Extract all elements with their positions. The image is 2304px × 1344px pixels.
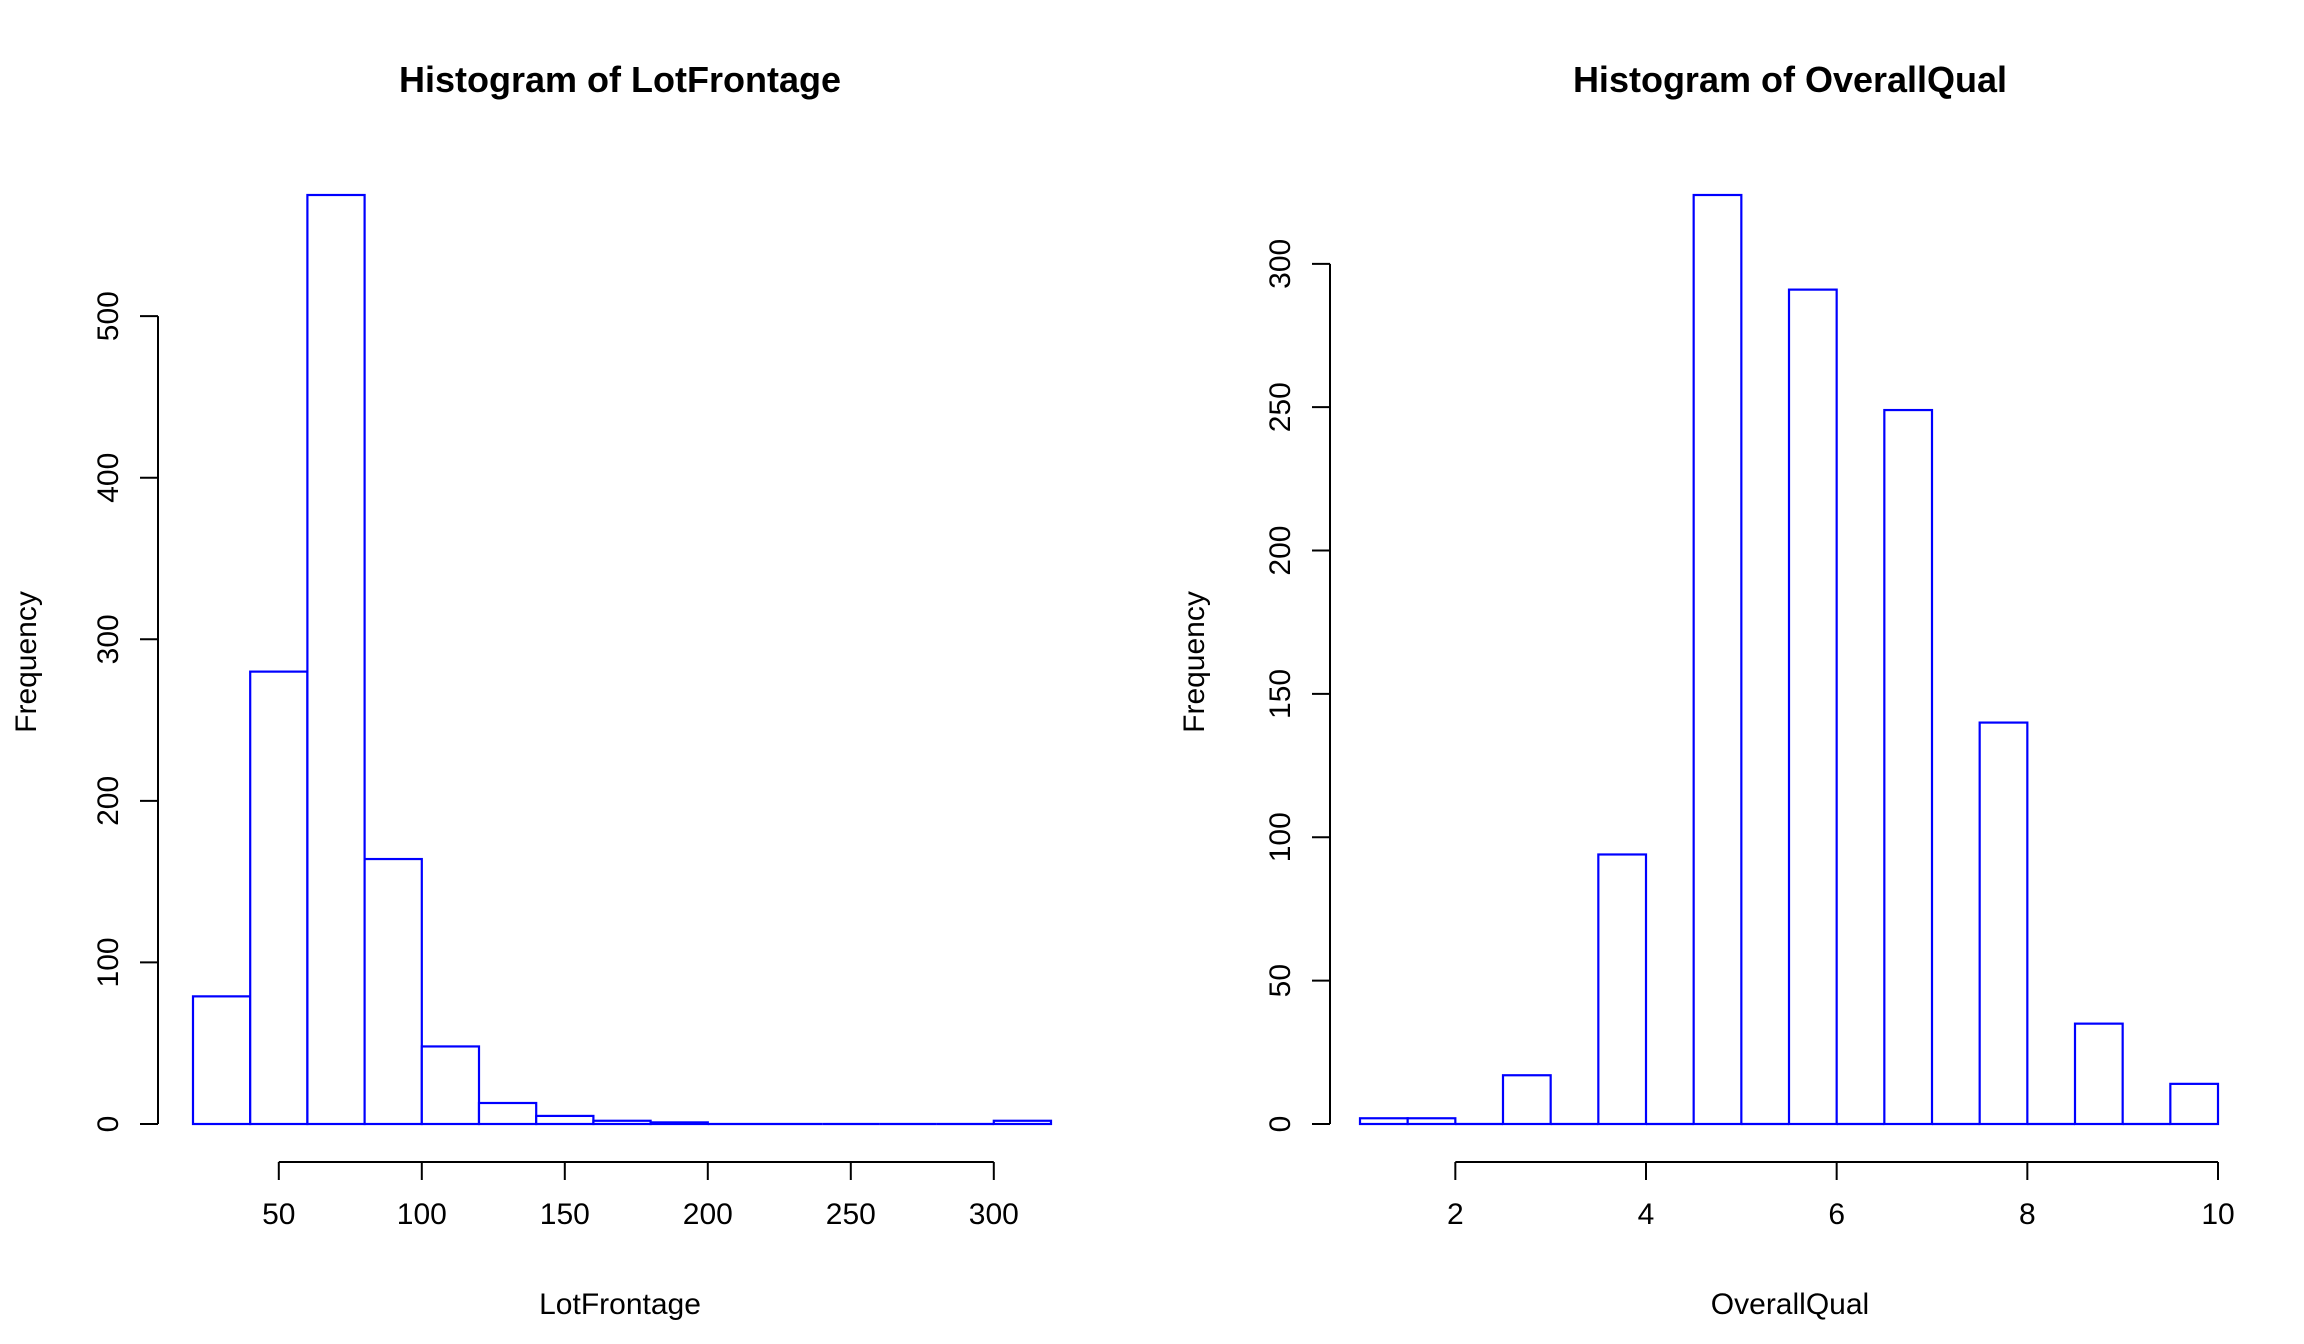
x-tick-label: 300: [969, 1198, 1019, 1231]
histogram-bar: [1501, 1074, 1552, 1126]
bars: [191, 193, 1053, 1126]
x-tick-label: 250: [826, 1198, 876, 1231]
histogram-bar: [477, 1101, 538, 1126]
x-tick-label: 100: [397, 1198, 447, 1231]
histogram-bar: [249, 670, 309, 1126]
chart-title: Histogram of LotFrontage: [399, 59, 841, 100]
x-tick-label: 150: [540, 1198, 590, 1231]
overallqual-histogram: Histogram of OverallQual OverallQual Fre…: [1178, 59, 2235, 1321]
x-tick-label: 200: [683, 1198, 733, 1231]
histogram-bar: [363, 857, 423, 1126]
histogram-bar: [191, 995, 252, 1126]
x-axis-label: OverallQual: [1711, 1288, 1869, 1321]
histogram-bar: [1597, 853, 1648, 1126]
y-tick-label: 200: [1264, 526, 1297, 576]
histogram-bar: [420, 1045, 481, 1126]
y-tick-label: 50: [1264, 964, 1297, 997]
x-tick-label: 10: [2201, 1198, 2234, 1231]
bars: [1358, 193, 2220, 1126]
y-tick-label: 150: [1264, 669, 1297, 719]
y-tick-label: 300: [1264, 239, 1297, 289]
x-tick-label: 6: [1828, 1198, 1845, 1231]
y-axis-label: Frequency: [10, 591, 43, 733]
histogram-bar: [2073, 1022, 2124, 1126]
y-tick-label: 100: [1264, 812, 1297, 862]
x-tick-label: 4: [1638, 1198, 1655, 1231]
histogram-bar: [592, 1119, 652, 1126]
y-tick-label: 400: [92, 453, 125, 503]
chart-title: Histogram of OverallQual: [1573, 59, 2007, 100]
x-axis: 50 100 150 200 250 300: [262, 1161, 1019, 1231]
histogram-bar: [1787, 288, 1838, 1126]
y-axis: 0 100 200 300 400 500: [92, 291, 159, 1133]
histogram-bar: [2169, 1082, 2220, 1126]
histogram-bar: [992, 1119, 1053, 1126]
x-axis: 2 4 6 8 10: [1447, 1161, 2235, 1231]
histogram-bar: [535, 1114, 595, 1126]
x-tick-label: 50: [262, 1198, 295, 1231]
x-tick-label: 2: [1447, 1198, 1464, 1231]
histogram-bar: [1358, 1117, 1409, 1126]
histogram-bar: [1406, 1117, 1457, 1126]
histogram-bar: [1978, 721, 2029, 1126]
lotfrontage-histogram: Histogram of LotFrontage LotFrontage Fre…: [10, 59, 1053, 1321]
x-axis-label: LotFrontage: [539, 1288, 701, 1321]
y-tick-label: 0: [92, 1116, 125, 1133]
y-tick-label: 200: [92, 776, 125, 826]
histogram-bar: [1692, 193, 1743, 1126]
x-tick-label: 8: [2019, 1198, 2036, 1231]
y-tick-label: 100: [92, 937, 125, 987]
y-axis-label: Frequency: [1178, 591, 1211, 733]
y-axis: 0 50 100 150 200 250 300: [1264, 239, 1331, 1133]
y-tick-label: 500: [92, 291, 125, 341]
y-tick-label: 300: [92, 614, 125, 664]
histogram-bar: [649, 1121, 709, 1126]
y-tick-label: 250: [1264, 382, 1297, 432]
histogram-bar: [1883, 408, 1934, 1126]
y-tick-label: 0: [1264, 1116, 1297, 1133]
histogram-bar: [306, 193, 366, 1126]
